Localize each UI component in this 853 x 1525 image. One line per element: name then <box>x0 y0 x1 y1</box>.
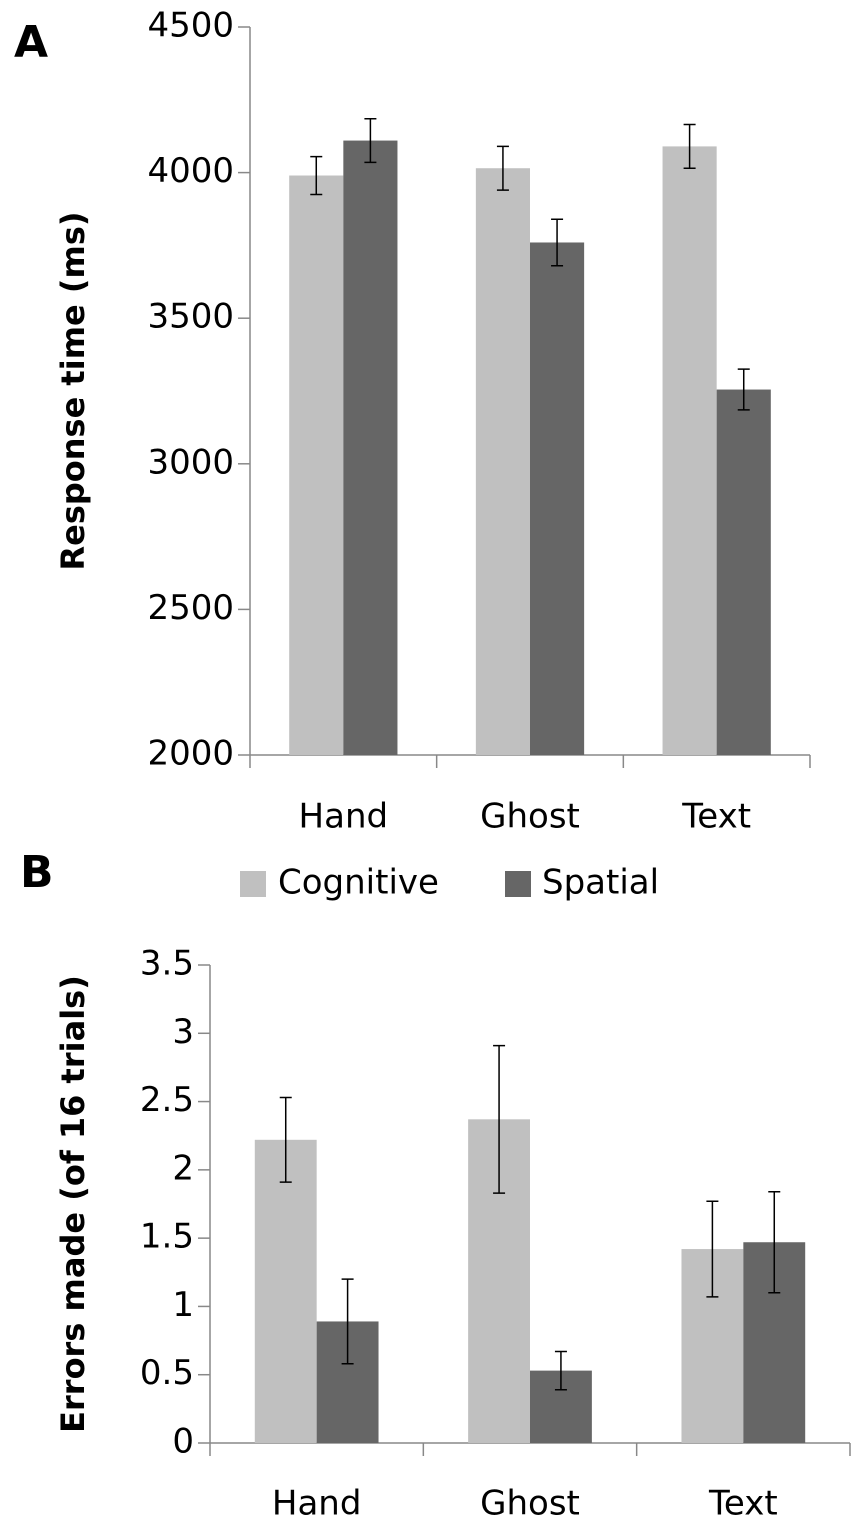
bar <box>343 140 398 755</box>
error-bar <box>341 1278 354 1365</box>
error-bar <box>554 1350 567 1391</box>
error-bar <box>683 123 696 169</box>
legend-label: Spatial <box>542 863 659 903</box>
y-axis-label: Response time (ms) <box>54 211 92 570</box>
y-tick-label: 3500 <box>147 297 234 337</box>
y-tick-label: 3 <box>172 1012 194 1052</box>
error-bar <box>496 145 509 191</box>
y-tick-label: 2.5 <box>140 1080 194 1120</box>
x-tick-label: Hand <box>272 1484 362 1524</box>
y-tick-label: 2500 <box>147 588 234 628</box>
bar <box>716 389 771 755</box>
error-bar <box>706 1200 719 1298</box>
y-tick-label: 4500 <box>147 6 234 46</box>
x-tick-label: Hand <box>299 797 389 837</box>
error-bar <box>768 1190 781 1294</box>
y-tick-label: 1 <box>172 1285 194 1325</box>
panel-label: B <box>20 847 54 898</box>
legend-label: Cognitive <box>278 863 439 903</box>
error-bar <box>310 155 323 196</box>
error-bar <box>551 218 564 267</box>
x-tick-label: Text <box>708 1484 778 1524</box>
bar <box>289 175 344 756</box>
bar <box>254 1139 317 1443</box>
y-tick-label: 4000 <box>147 151 234 191</box>
y-tick-label: 1.5 <box>140 1217 194 1257</box>
x-tick-label: Text <box>681 797 751 837</box>
x-tick-label: Ghost <box>480 797 580 837</box>
y-tick-label: 2000 <box>147 734 234 774</box>
error-bar <box>279 1096 292 1183</box>
y-tick-label: 0.5 <box>140 1353 194 1393</box>
bar <box>662 146 717 756</box>
error-bar <box>364 117 377 164</box>
bar <box>530 242 585 755</box>
error-bar <box>493 1044 506 1194</box>
x-tick-label: Ghost <box>480 1484 580 1524</box>
legend-swatch <box>505 871 531 897</box>
y-axis-label: Errors made (of 16 trials) <box>54 975 92 1433</box>
error-bar <box>737 368 750 411</box>
panel-label: A <box>14 17 48 68</box>
y-tick-label: 3.5 <box>140 944 194 984</box>
y-tick-label: 0 <box>172 1422 194 1462</box>
y-tick-label: 2 <box>172 1148 194 1188</box>
legend-swatch <box>240 871 266 897</box>
y-tick-label: 3000 <box>147 442 234 482</box>
bar <box>475 168 530 755</box>
